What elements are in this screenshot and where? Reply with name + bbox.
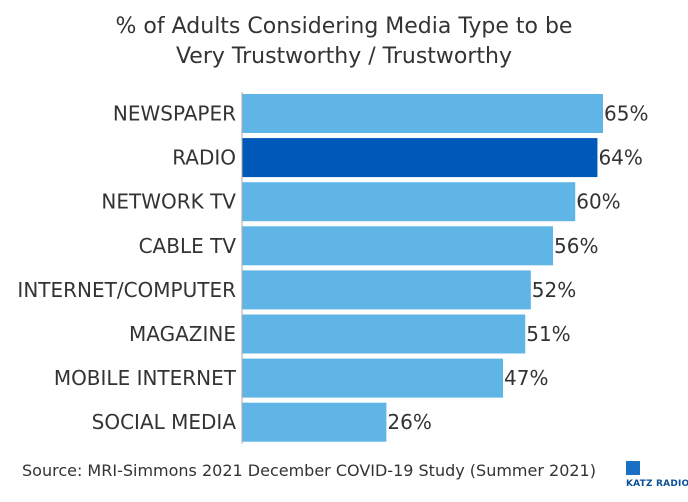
- bar-radio: [242, 138, 598, 178]
- bar-magazine: [242, 314, 526, 354]
- source-note: Source: MRI-Simmons 2021 December COVID-…: [22, 461, 596, 480]
- value-label: 64%: [598, 146, 642, 170]
- bar-cable-tv: [242, 226, 554, 266]
- category-labels-group: NEWSPAPER RADIO NETWORK TV CABLE TV INTERNET…: [17, 102, 236, 435]
- bar-internet-computer: [242, 270, 531, 310]
- chart-title-line1: % of Adults Considering Media Type to be: [115, 14, 573, 39]
- category-label: INTERNET/COMPUTER: [17, 278, 236, 302]
- katz-radio-logo: KATZ RADIO: [626, 461, 688, 497]
- value-label: 52%: [532, 278, 576, 302]
- bar-network-tv: [242, 182, 576, 222]
- value-label: 65%: [604, 102, 648, 126]
- bar-chart: NEWSPAPER RADIO NETWORK TV CABLE TV INTERNET…: [17, 92, 648, 444]
- category-label: NEWSPAPER: [113, 102, 236, 126]
- category-label: MAGAZINE: [129, 322, 236, 346]
- bar-newspaper: [242, 94, 603, 133]
- logo-text: KATZ RADIO: [626, 479, 688, 489]
- value-label: 26%: [387, 410, 431, 434]
- bar-social-media: [242, 402, 387, 442]
- chart-title: % of Adults Considering Media Type to be…: [0, 12, 688, 72]
- category-label: SOCIAL MEDIA: [92, 410, 237, 434]
- bars-group: [242, 94, 603, 442]
- category-label: MOBILE INTERNET: [54, 366, 237, 390]
- category-label: RADIO: [172, 146, 236, 170]
- value-label: 56%: [554, 234, 598, 258]
- category-label: NETWORK TV: [101, 190, 236, 214]
- value-label: 51%: [526, 322, 570, 346]
- logo-mark-icon: [626, 461, 640, 475]
- value-label: 47%: [504, 366, 548, 390]
- bar-mobile-internet: [242, 358, 504, 398]
- category-label: CABLE TV: [139, 234, 237, 258]
- value-label: 60%: [576, 190, 620, 214]
- chart-subtitle: Very Trustworthy / Trustworthy: [175, 44, 513, 69]
- value-labels-group: 65% 64% 60% 56% 52% 51% 47% 26%: [387, 102, 648, 435]
